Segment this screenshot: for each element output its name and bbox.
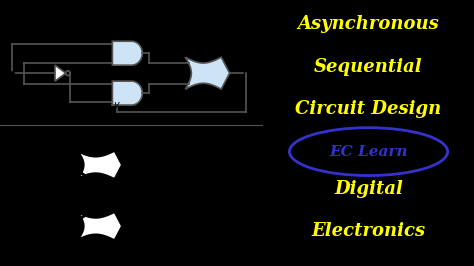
Text: Asynchronous: Asynchronous — [298, 15, 439, 33]
Polygon shape — [55, 65, 66, 81]
Text: y: y — [114, 100, 119, 110]
Text: S: S — [1, 226, 10, 239]
Text: $\bar{Q}$: $\bar{Q}$ — [242, 217, 253, 234]
Text: Sequential: Sequential — [314, 57, 423, 76]
Text: Digital: Digital — [334, 180, 403, 198]
Text: EC Learn: EC Learn — [329, 145, 408, 159]
Text: R: R — [1, 150, 11, 163]
Text: Q: Q — [242, 159, 252, 172]
Ellipse shape — [290, 128, 447, 176]
Text: Electronics: Electronics — [311, 222, 426, 240]
Polygon shape — [185, 57, 229, 89]
Polygon shape — [76, 211, 122, 241]
Text: Circuit Design: Circuit Design — [295, 100, 442, 118]
Polygon shape — [112, 81, 142, 105]
Polygon shape — [76, 150, 122, 180]
Polygon shape — [112, 41, 142, 65]
